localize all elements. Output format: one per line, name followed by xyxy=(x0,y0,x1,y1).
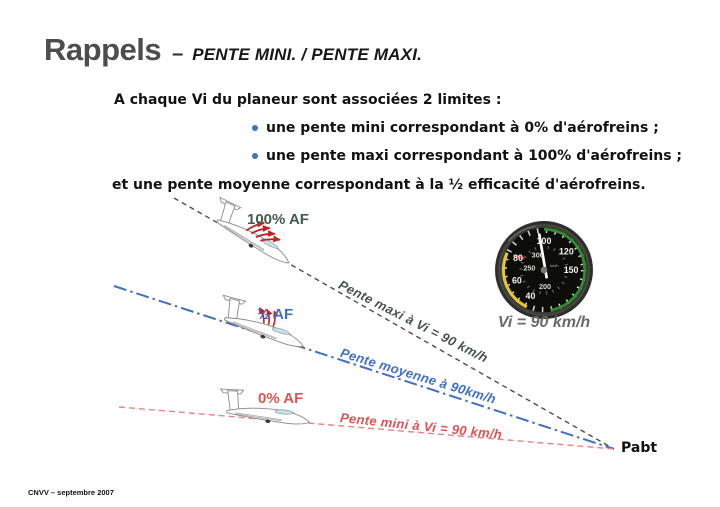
glider-100-af xyxy=(205,195,302,269)
gauge-number-inner: 250 xyxy=(523,264,535,273)
label-half-af: ½ AF xyxy=(257,306,294,323)
gauge-unit: km/h xyxy=(550,264,558,268)
gauge-number: 150 xyxy=(564,265,579,275)
convergence-point-label: Pabt xyxy=(621,440,658,456)
gauge-number: 120 xyxy=(559,246,574,256)
label-100-af: 100% AF xyxy=(247,211,309,228)
gauge-number: 80 xyxy=(513,253,523,263)
title-row: Rappels – PENTE MINI. / PENTE MAXI. xyxy=(44,32,422,68)
bullet-text: une pente mini correspondant à 0% d'aéro… xyxy=(266,120,659,136)
gauge-number: 100 xyxy=(537,236,552,246)
slide-subtitle: PENTE MINI. / PENTE MAXI. xyxy=(192,45,423,64)
label-0-af: 0% AF xyxy=(258,390,304,407)
gauge-number: 40 xyxy=(526,291,536,301)
conclusion-text: et une pente moyenne correspondant à la … xyxy=(112,177,646,193)
airspeed-indicator: 100 120 150 80 60 40 300 250 200 km/h xyxy=(494,220,594,320)
slide-footer: CNVV – septembre 2007 xyxy=(28,488,114,497)
gauge-number: 60 xyxy=(512,276,522,286)
gauge-number-inner: 200 xyxy=(539,282,551,291)
bullet-text: une pente maxi correspondant à 100% d'aé… xyxy=(266,148,683,164)
bullet-dot-icon xyxy=(252,153,258,159)
bullet-item-pente-maxi: une pente maxi correspondant à 100% d'aé… xyxy=(252,148,682,164)
intro-text: A chaque Vi du planeur sont associées 2 … xyxy=(114,92,502,108)
bullet-dot-icon xyxy=(252,125,258,131)
title-dash: – xyxy=(172,43,184,65)
pente-moyenne-line xyxy=(113,285,615,450)
gauge-speed-label: Vi = 90 km/h xyxy=(497,314,591,331)
pente-mini-line xyxy=(118,406,615,450)
bullet-item-pente-mini: une pente mini correspondant à 0% d'aéro… xyxy=(252,120,659,136)
airspeed-gauge-icon: 100 120 150 80 60 40 300 250 200 km/h xyxy=(495,221,593,319)
gauge-number-inner: 300 xyxy=(532,251,544,260)
slide-title: Rappels xyxy=(44,32,162,67)
